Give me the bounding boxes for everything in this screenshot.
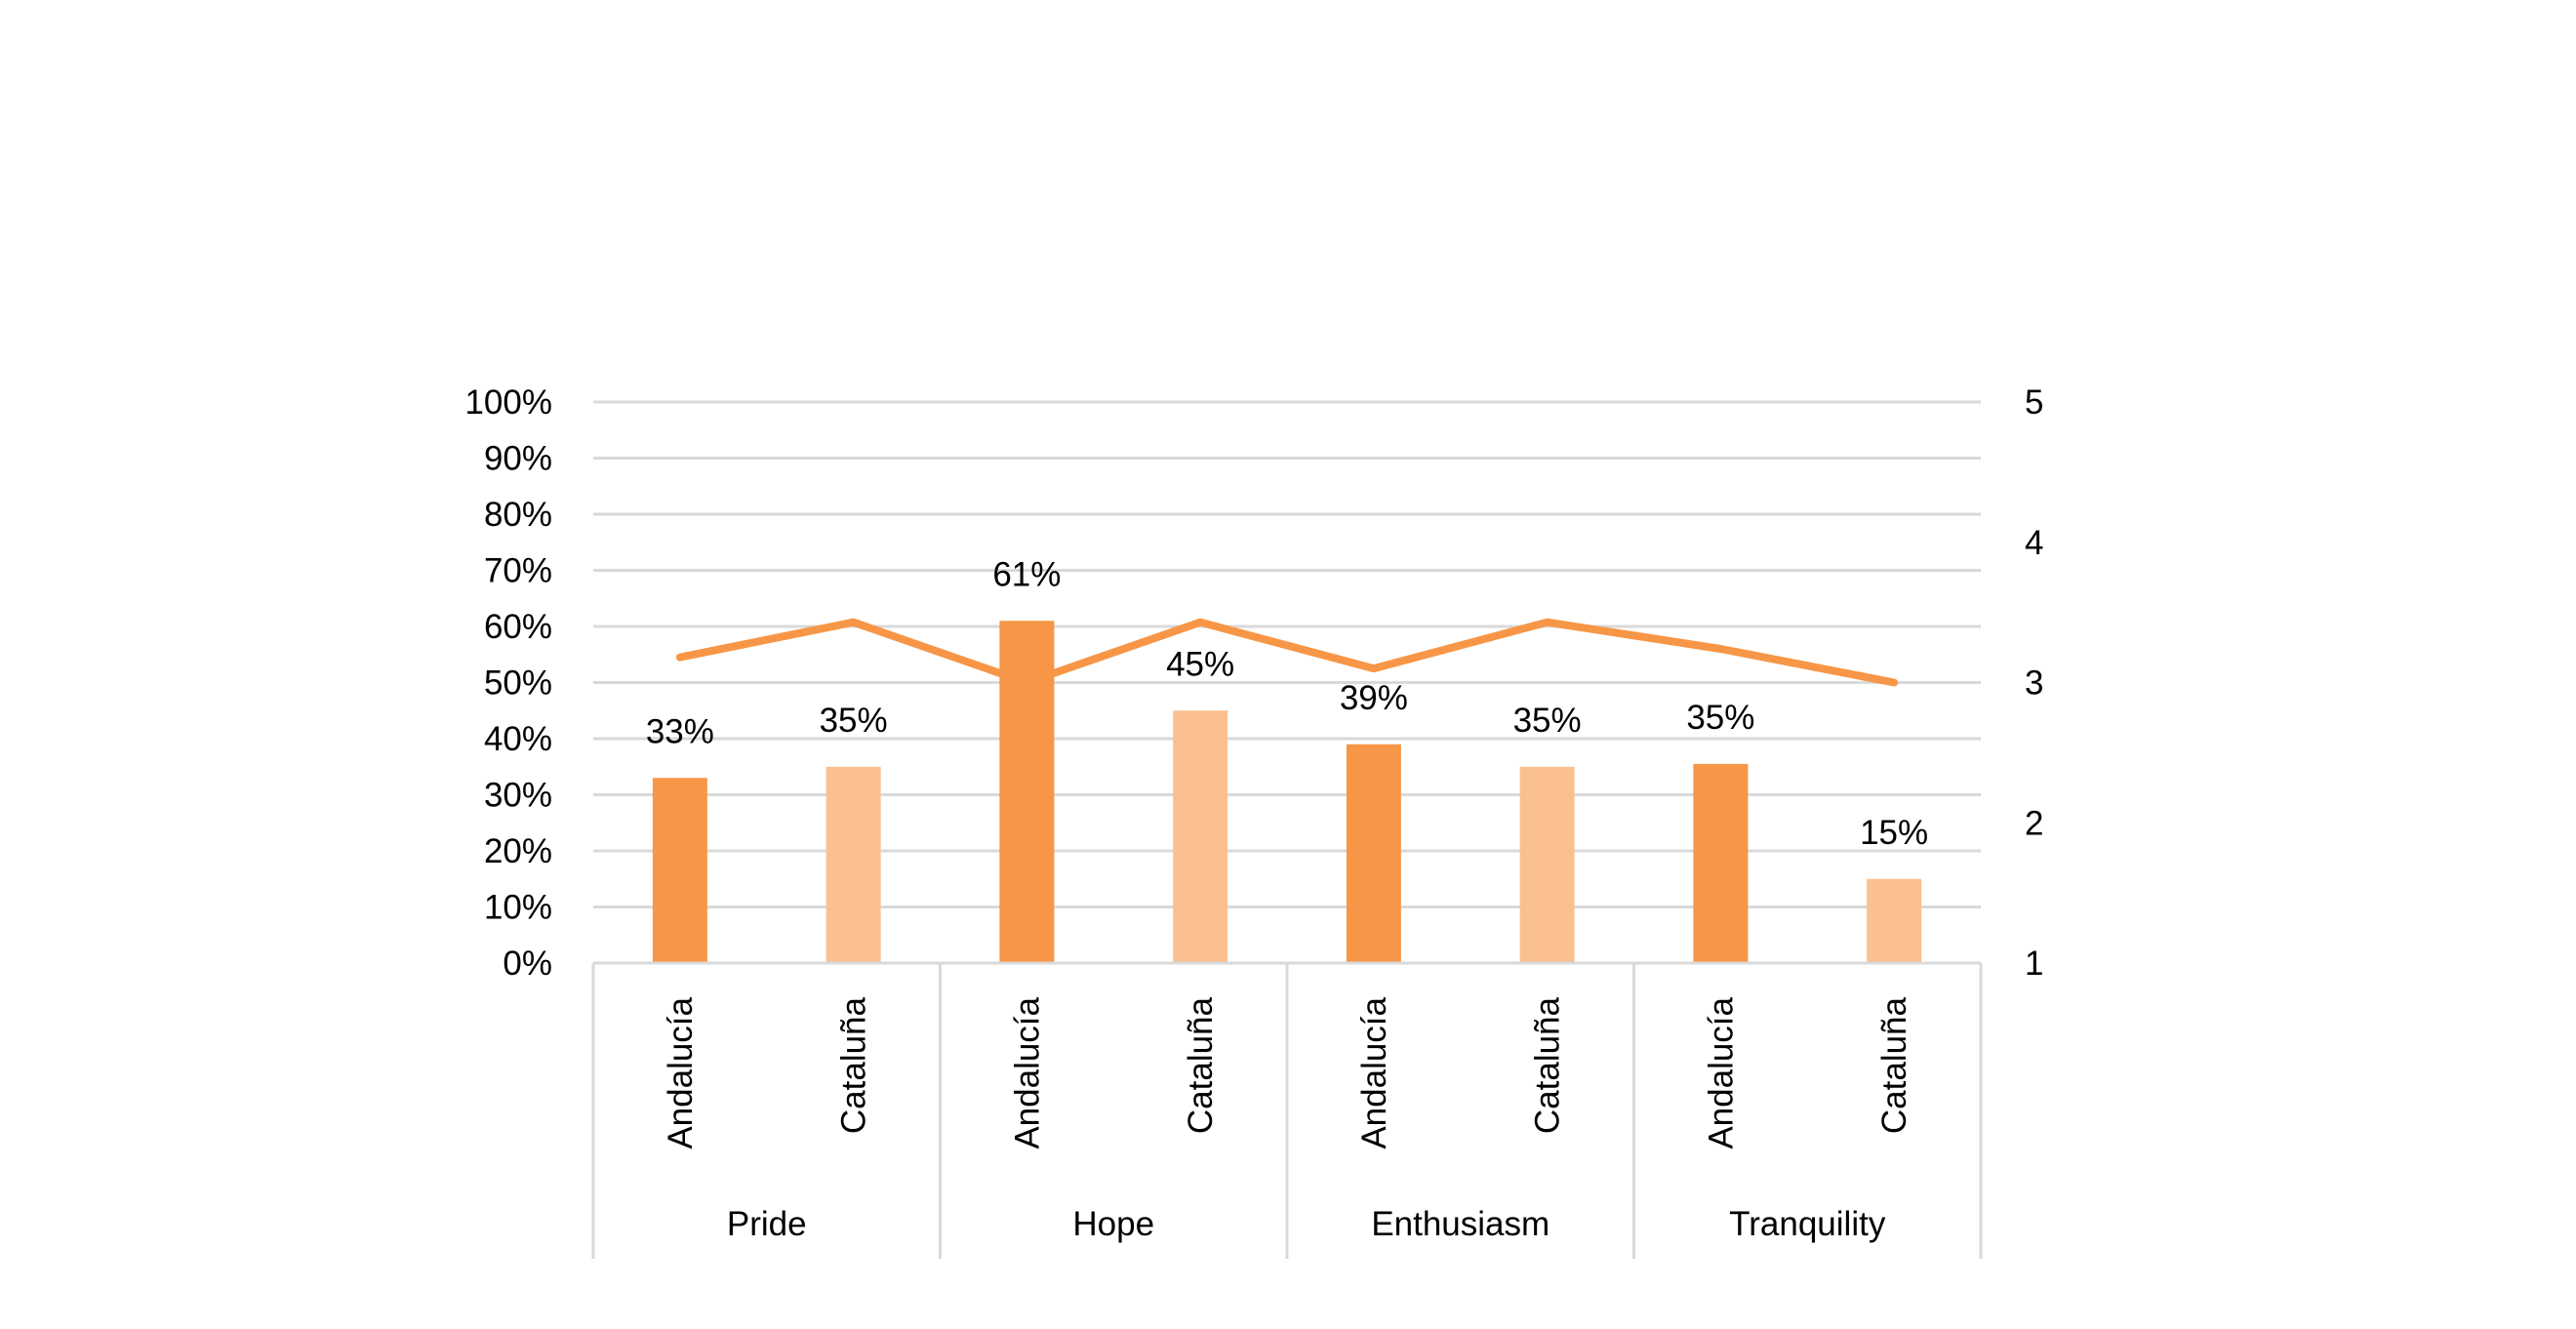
bar <box>1173 710 1228 963</box>
y-tick-label-primary: 80% <box>484 496 552 534</box>
bar-series <box>653 621 1921 963</box>
y-tick-label-secondary: 4 <box>2025 524 2043 562</box>
bar-data-label: 35% <box>1513 702 1582 740</box>
y-tick-label-secondary: 2 <box>2025 804 2043 842</box>
x-category-label: Cataluña <box>1529 996 1567 1134</box>
bar <box>826 767 881 963</box>
bar-data-label: 33% <box>646 712 714 750</box>
y-tick-label-primary: 90% <box>484 440 552 478</box>
y-tick-label-primary: 100% <box>464 383 552 422</box>
x-group-label: Hope <box>1072 1205 1154 1243</box>
line-series-path <box>680 623 1894 683</box>
x-category-label: Andalucía <box>1702 996 1740 1148</box>
line-series <box>680 623 1894 683</box>
y-tick-label-primary: 20% <box>484 832 552 870</box>
y-tick-label-primary: 10% <box>484 889 552 927</box>
bar-data-label: 35% <box>1686 699 1754 737</box>
y-tick-label-primary: 60% <box>484 608 552 646</box>
y-tick-label-secondary: 3 <box>2025 664 2043 703</box>
x-category-label: Cataluña <box>1875 996 1913 1134</box>
bar-data-label: 45% <box>1166 645 1234 683</box>
y-tick-label-secondary: 5 <box>2025 383 2043 422</box>
y-tick-label-primary: 50% <box>484 664 552 703</box>
x-group-label: Enthusiasm <box>1371 1205 1550 1243</box>
y-tick-label-secondary: 1 <box>2025 945 2043 983</box>
bar <box>1347 745 1401 963</box>
x-category-label: Cataluña <box>1182 996 1220 1134</box>
y-tick-label-primary: 40% <box>484 720 552 758</box>
bar-data-label: 61% <box>992 555 1061 593</box>
bar <box>1867 879 1921 963</box>
y-axis-secondary: 1 2 3 4 5 <box>2025 383 2043 983</box>
x-category-label: Andalucía <box>1355 996 1393 1148</box>
bar <box>1693 764 1748 963</box>
y-tick-label-primary: 0% <box>503 945 552 983</box>
bar <box>1520 767 1575 963</box>
y-tick-label-primary: 70% <box>484 552 552 590</box>
bar-data-label: 15% <box>1860 814 1928 852</box>
bar-data-label: 39% <box>1340 679 1408 717</box>
x-category-label: Andalucía <box>662 996 700 1148</box>
x-axis: Andalucía Cataluña Andalucía Cataluña Andalu… <box>593 963 1981 1259</box>
x-group-label: Pride <box>727 1205 807 1243</box>
gridlines <box>593 402 1981 963</box>
x-category-label: Cataluña <box>835 996 873 1134</box>
y-tick-label-primary: 30% <box>484 777 552 815</box>
bar-data-label: 35% <box>820 702 888 740</box>
x-category-label: Andalucía <box>1008 996 1046 1148</box>
x-group-label: Tranquility <box>1729 1205 1886 1243</box>
bar <box>653 778 707 963</box>
y-axis-primary: 0% 10% 20% 30% 40% 50% 60% 70% 80% 90% 100% <box>464 383 552 983</box>
